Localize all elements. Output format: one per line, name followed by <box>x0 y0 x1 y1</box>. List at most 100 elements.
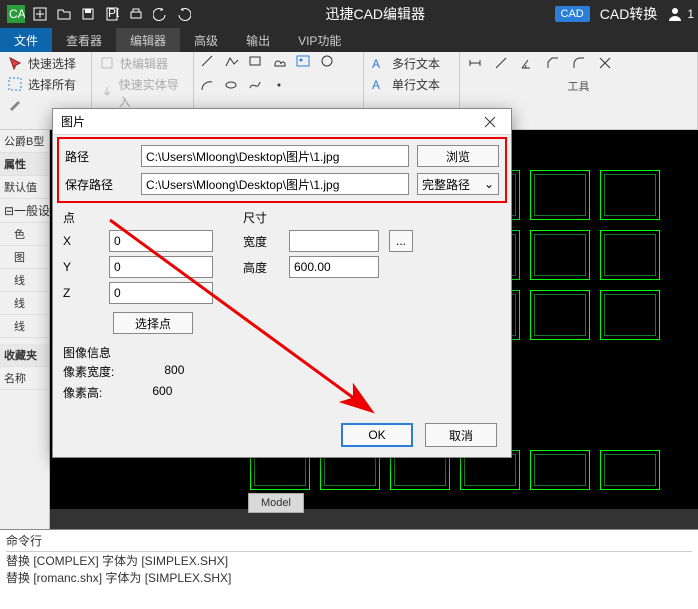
print-icon[interactable] <box>124 2 148 26</box>
favorites-header: 收藏夹 <box>0 344 49 367</box>
prop-row-1[interactable]: 图 <box>0 246 49 269</box>
y-label: Y <box>63 260 99 274</box>
width-input[interactable] <box>289 230 379 252</box>
x-label: X <box>63 234 99 248</box>
rect-tool-icon[interactable] <box>248 54 264 70</box>
undo-icon[interactable] <box>148 2 172 26</box>
height-label: 高度 <box>243 259 279 276</box>
path-input[interactable] <box>141 145 409 167</box>
tab-vip[interactable]: VIP功能 <box>284 28 355 53</box>
tab-advanced[interactable]: 高级 <box>180 28 232 53</box>
tab-file[interactable]: 文件 <box>0 28 52 53</box>
new-icon[interactable] <box>28 2 52 26</box>
chamfer-icon[interactable] <box>546 56 562 72</box>
subtab-gonjue[interactable]: 公爵B型 <box>0 130 49 153</box>
trim-icon[interactable] <box>598 56 614 72</box>
select-all[interactable]: 选择所有 <box>6 75 85 94</box>
save-path-input[interactable] <box>141 173 409 195</box>
ok-button[interactable]: OK <box>341 423 413 447</box>
polyline-tool-icon[interactable] <box>224 54 240 70</box>
image-dialog: 图片 路径 浏览 保存路径 完整路径⌄ 点 X Y Z 选择点 尺寸 宽度...… <box>52 108 512 458</box>
tab-viewer[interactable]: 查看器 <box>52 28 116 53</box>
singleline-text-label: 单行文本 <box>392 76 440 93</box>
titlebar: CAD PDF 迅捷CAD编辑器 CAD CAD转换 1 <box>0 0 698 28</box>
cloud-tool-icon[interactable] <box>272 54 288 70</box>
prop-row-0[interactable]: 色 <box>0 223 49 246</box>
pixel-height-val: 600 <box>152 384 172 401</box>
multiline-text[interactable]: A 多行文本 <box>370 54 453 73</box>
fillet-icon[interactable] <box>572 56 588 72</box>
pixel-width-val: 800 <box>164 363 184 380</box>
imginfo-label: 图像信息 <box>63 344 501 361</box>
default-row[interactable]: 默认值 <box>0 176 49 199</box>
height-input[interactable] <box>289 256 379 278</box>
path-section: 路径 浏览 保存路径 完整路径⌄ <box>57 137 507 203</box>
cancel-button[interactable]: 取消 <box>425 423 497 447</box>
convert-button[interactable]: CAD转换 <box>594 4 664 24</box>
z-label: Z <box>63 286 99 300</box>
svg-text:CAD: CAD <box>9 7 25 21</box>
singleline-text[interactable]: A 单行文本 <box>370 75 453 94</box>
pixel-width-label: 像素宽度: <box>63 363 114 380</box>
spline-tool-icon[interactable] <box>248 78 264 94</box>
model-tab[interactable]: Model <box>248 493 304 513</box>
cmdline-log1: 替换 [COMPLEX] 字体为 [SIMPLEX.SHX] <box>6 552 692 569</box>
image-tool-icon[interactable] <box>296 54 312 70</box>
prop-row-3[interactable]: 线 <box>0 292 49 315</box>
svg-text:A: A <box>372 57 380 71</box>
path-mode-select[interactable]: 完整路径⌄ <box>417 173 499 195</box>
general-header: ⊟一般设 <box>0 199 49 223</box>
dim-angular-icon[interactable] <box>520 56 536 72</box>
quick-editor-label: 快编辑器 <box>120 55 168 72</box>
y-input[interactable] <box>109 256 213 278</box>
pixel-height-label: 像素高: <box>63 384 102 401</box>
user-count: 1 <box>687 7 694 21</box>
quick-select-label: 快速选择 <box>28 55 76 72</box>
cmdline-log2: 替换 [romanc.shx] 字体为 [SIMPLEX.SHX] <box>6 569 692 586</box>
width-label: 宽度 <box>243 233 279 250</box>
save-path-label: 保存路径 <box>65 176 133 193</box>
ellipse-tool-icon[interactable] <box>224 78 240 94</box>
tab-editor[interactable]: 编辑器 <box>116 28 180 53</box>
prop-row-2[interactable]: 线 <box>0 269 49 292</box>
app-icon[interactable]: CAD <box>4 2 28 26</box>
width-more-button[interactable]: ... <box>389 230 413 252</box>
menubar: 文件 查看器 编辑器 高级 输出 VIP功能 <box>0 28 698 52</box>
path-label: 路径 <box>65 148 133 165</box>
side-panel: 公爵B型 属性 默认值 ⊟一般设 色 图 线 线 线 收藏夹 名称 <box>0 130 50 530</box>
props-header: 属性 <box>0 153 49 176</box>
pdf-icon[interactable]: PDF <box>100 2 124 26</box>
close-icon[interactable] <box>477 111 503 133</box>
select-all-label: 选择所有 <box>28 76 76 93</box>
dim-linear-icon[interactable] <box>468 56 484 72</box>
svg-text:A: A <box>372 78 380 92</box>
point-tool-icon[interactable] <box>272 78 288 94</box>
chevron-down-icon: ⌄ <box>484 177 494 191</box>
browse-button[interactable]: 浏览 <box>417 145 499 167</box>
user-icon[interactable] <box>667 6 683 22</box>
dim-aligned-icon[interactable] <box>494 56 510 72</box>
arc-tool-icon[interactable] <box>200 78 216 94</box>
multiline-text-label: 多行文本 <box>392 55 440 72</box>
tab-output[interactable]: 输出 <box>232 28 284 53</box>
z-input[interactable] <box>109 282 213 304</box>
quick-editor: 快编辑器 <box>98 54 187 73</box>
line-tool-icon[interactable] <box>200 54 216 70</box>
cmdline-header: 命令行 <box>6 532 692 552</box>
point-label: 点 <box>63 209 213 226</box>
quick-entity-import: 快速实体导入 <box>98 75 187 111</box>
app-title: 迅捷CAD编辑器 <box>196 4 555 24</box>
size-label: 尺寸 <box>243 209 501 226</box>
redo-icon[interactable] <box>172 2 196 26</box>
quick-entity-import-label: 快速实体导入 <box>119 76 185 110</box>
circle-tool-icon[interactable] <box>320 54 336 70</box>
x-input[interactable] <box>109 230 213 252</box>
tools-group-label: 工具 <box>466 76 691 94</box>
quick-select[interactable]: 快速选择 <box>6 54 85 73</box>
open-icon[interactable] <box>52 2 76 26</box>
save-icon[interactable] <box>76 2 100 26</box>
prop-row-4[interactable]: 线 <box>0 315 49 338</box>
name-label: 名称 <box>0 367 49 390</box>
choose-point-button[interactable]: 选择点 <box>113 312 193 334</box>
commandline: 命令行 替换 [COMPLEX] 字体为 [SIMPLEX.SHX] 替换 [r… <box>0 529 698 609</box>
